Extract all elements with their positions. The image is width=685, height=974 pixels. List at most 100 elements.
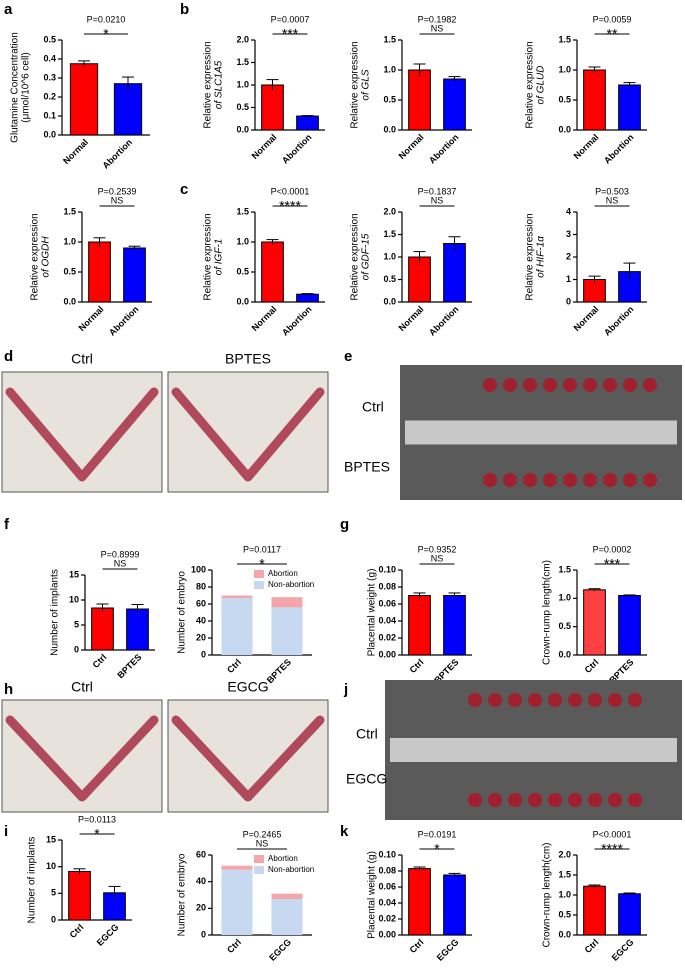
bar	[408, 69, 431, 131]
x-tick-label: Abortion	[280, 304, 314, 338]
x-tick-label: Normal	[61, 137, 90, 166]
y-tick-label: 0.00	[378, 649, 396, 659]
x-tick-label: Ctrl	[408, 937, 426, 955]
y-tick-label: 2.0	[558, 849, 571, 859]
y-tick-label: 1.0	[63, 236, 76, 246]
stacked-bar	[271, 597, 303, 608]
y-tick-label: 0.04	[378, 615, 396, 625]
y-tick-label: 5	[74, 619, 79, 629]
x-tick-label: BPTES	[265, 657, 293, 685]
y-tick-label: 1.0	[558, 64, 571, 74]
specimen	[528, 693, 542, 707]
p-value: P=0.1982	[418, 14, 457, 24]
y-axis-label: Relative expression	[350, 213, 361, 300]
y-axis-label: Relative expression	[30, 213, 41, 300]
x-tick-label: Abortion	[427, 304, 461, 338]
panel-letter: h	[4, 681, 13, 698]
bar	[583, 885, 606, 936]
y-tick-label: 0.06	[378, 598, 396, 608]
uterus	[171, 387, 325, 482]
y-tick-label: 0.0	[236, 124, 249, 134]
x-tick-label: Normal	[250, 132, 279, 161]
y-tick-label: 100	[191, 564, 206, 574]
photo-label: BPTES	[225, 351, 271, 367]
legend-label: Abortion	[268, 569, 298, 578]
y-tick-label: 0.04	[378, 897, 396, 907]
p-value: P=0.9352	[418, 544, 457, 554]
photo-label: Ctrl	[71, 679, 93, 695]
specimen	[543, 378, 557, 392]
y-axis-label: Placental weight (g)	[367, 851, 378, 939]
specimen	[643, 378, 657, 392]
x-tick-label: Ctrl	[225, 657, 243, 675]
specimen	[548, 793, 562, 807]
stacked-bar	[271, 893, 303, 899]
specimen	[508, 693, 522, 707]
significance: *	[434, 841, 440, 857]
bar	[91, 607, 114, 651]
y-tick-label: 1.5	[558, 34, 571, 44]
bar	[583, 589, 606, 656]
panel-letter: c	[180, 181, 188, 198]
bar	[296, 115, 319, 131]
photo-label: Ctrl	[362, 399, 384, 415]
specimen	[583, 378, 597, 392]
specimen	[623, 473, 637, 487]
significance: ***	[604, 556, 621, 572]
bar	[408, 595, 431, 656]
y-tick-label: 0.2	[43, 91, 56, 101]
y-axis-label: Relative expression	[203, 41, 214, 128]
significance: NS	[256, 838, 269, 848]
photo-label: Ctrl	[71, 351, 93, 367]
y-axis-label: Number of embryo	[177, 571, 188, 654]
y-axis-label: Relative expression	[525, 213, 536, 300]
y-tick-label: 1.5	[383, 229, 396, 239]
y-tick-label: 20	[196, 632, 206, 642]
panel-letter: k	[340, 823, 349, 840]
y-tick-label: 0.5	[558, 94, 571, 104]
y-axis-label: Number of implants	[50, 569, 61, 656]
y-axis-label: Relative expression	[525, 41, 536, 128]
y-axis-label: of HIF-1α	[536, 236, 547, 278]
stacked-bar	[221, 869, 253, 935]
specimen	[643, 473, 657, 487]
legend-label: Non-abortion	[268, 580, 314, 589]
y-tick-label: 0.5	[383, 274, 396, 284]
y-tick-label: 0	[51, 914, 56, 924]
y-axis-label: of GLS	[361, 69, 372, 100]
legend-label: Non-abortion	[268, 865, 314, 874]
photo-label: EGCG	[227, 679, 268, 695]
specimen	[563, 473, 577, 487]
p-value: P=0.8999	[101, 549, 140, 559]
panel-letter: j	[343, 681, 348, 698]
panel-letter: b	[180, 1, 189, 18]
y-tick-label: 60	[196, 849, 206, 859]
y-tick-label: 0.5	[236, 266, 249, 276]
significance: NS	[114, 558, 127, 568]
specimen	[608, 693, 622, 707]
y-tick-label: 2.0	[383, 206, 396, 216]
stacked-bar	[221, 865, 253, 870]
specimen	[483, 473, 497, 487]
x-tick-label: Ctrl	[583, 937, 601, 955]
x-tick-label: Ctrl	[91, 652, 109, 670]
y-tick-label: 0.0	[63, 296, 76, 306]
specimen	[568, 693, 582, 707]
bar	[618, 595, 641, 656]
y-tick-label: 0.1	[43, 110, 56, 120]
specimen	[568, 793, 582, 807]
x-tick-label: Normal	[572, 132, 601, 161]
p-value: P=0.2539	[98, 186, 137, 196]
uterus	[5, 387, 159, 482]
bar	[261, 84, 284, 131]
p-value: P=0.503	[595, 186, 629, 196]
y-tick-label: 1.0	[236, 236, 249, 246]
y-tick-label: 0.0	[236, 296, 249, 306]
panel-letter: e	[344, 348, 352, 365]
x-tick-label: Normal	[572, 304, 601, 333]
ruler	[405, 420, 677, 445]
specimen	[628, 693, 642, 707]
p-value: P<0.0001	[593, 829, 632, 839]
y-tick-label: 1.5	[236, 206, 249, 216]
